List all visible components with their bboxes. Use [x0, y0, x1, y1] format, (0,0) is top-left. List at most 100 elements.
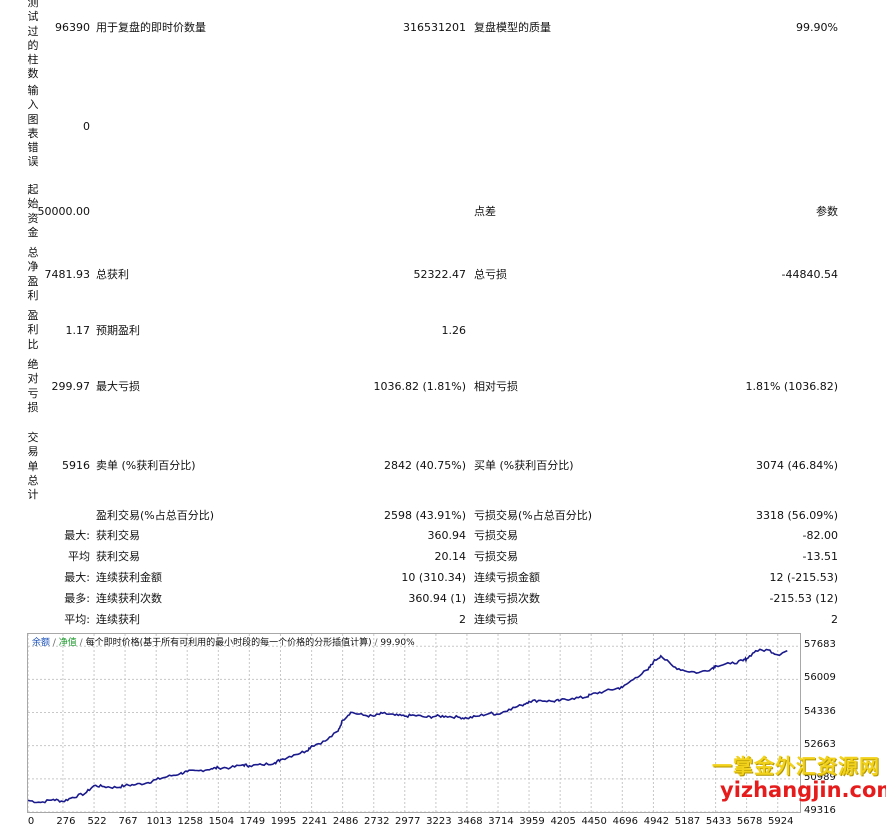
- loss-trades-value: 3318 (56.09%): [755, 509, 838, 522]
- x-tick-label: 3959: [519, 816, 545, 827]
- x-tick-label: 4696: [612, 816, 639, 827]
- maximal-drawdown-value: 1036.82 (1.81%): [373, 380, 466, 393]
- caption-balance: 余额: [32, 638, 51, 648]
- total-trades-value: 5916: [62, 459, 90, 472]
- y-tick-label: 54336: [804, 705, 836, 717]
- x-tick-label: 5187: [674, 816, 701, 827]
- x-tick-label: 522: [87, 816, 107, 827]
- loss-trades-label: 亏损交易(%占总百分比): [474, 509, 593, 522]
- caption-model: 每个即时价格(基于所有可利用的最小时段的每一个价格的分形插值计算): [85, 638, 372, 648]
- caption-quality: 99.90%: [380, 638, 415, 648]
- max-cons-wins-label: 连续获利金额: [96, 571, 162, 584]
- y-tick-label: 49316: [804, 805, 836, 816]
- x-tick-label: 1504: [208, 816, 235, 827]
- x-tick-label: 1749: [239, 816, 266, 827]
- long-positions-label: 买单 (%获利百分比): [474, 459, 574, 472]
- maximal-cons-profit-label: 连续获利次数: [96, 592, 162, 605]
- avg-cons-losses-label: 连续亏损: [474, 613, 518, 626]
- label-total-trades: 交易单总计: [27, 431, 39, 502]
- avg-cons-losses-value: 2: [831, 613, 838, 626]
- expected-payoff-value: 1.26: [441, 324, 467, 337]
- maximal-cons-prefix: 最多:: [64, 592, 90, 605]
- largest-profit-value: 360.94: [427, 529, 467, 542]
- short-positions-label: 卖单 (%获利百分比): [96, 459, 196, 472]
- max-cons-losses-label: 连续亏损金额: [474, 571, 540, 584]
- largest-prefix: 最大:: [64, 529, 90, 542]
- label-bars-tested: 测试过的柱数: [27, 0, 39, 81]
- caption-equity: 净值: [58, 638, 77, 648]
- balance-line: [28, 648, 788, 804]
- chart-grid: [28, 634, 800, 812]
- x-tick-label: 2977: [395, 816, 421, 827]
- watermark-url: yizhangjin.com: [720, 778, 886, 802]
- x-tick-label: 1258: [177, 816, 203, 827]
- x-tick-label: 276: [56, 816, 76, 827]
- ticks-label: 用于复盘的即时价数量: [96, 21, 206, 34]
- max-cons-wins-value: 10 (310.34): [401, 571, 466, 584]
- x-tick-label: 3714: [488, 816, 514, 827]
- maximal-cons-loss-label: 连续亏损次数: [474, 592, 540, 605]
- gross-loss-value: -44840.54: [781, 268, 838, 281]
- spread-value: 参数: [816, 205, 838, 218]
- average-profit-label: 获利交易: [96, 550, 140, 563]
- x-tick-label: 2241: [301, 816, 328, 827]
- label-profit-factor: 盈利比: [27, 309, 39, 351]
- avg-cons-prefix: 平均:: [64, 613, 90, 626]
- x-tick-label: 4450: [581, 816, 607, 827]
- average-loss-label: 亏损交易: [474, 550, 518, 563]
- relative-drawdown-value: 1.81% (1036.82): [745, 380, 838, 393]
- largest-profit-label: 获利交易: [96, 529, 140, 542]
- x-tick-label: 1013: [146, 816, 172, 827]
- label-absolute-drawdown: 绝对亏损: [27, 358, 39, 414]
- x-tick-label: 4205: [550, 816, 576, 827]
- chart-errors-value: 0: [83, 120, 90, 133]
- gross-profit-label: 总获利: [96, 268, 129, 281]
- x-tick-label: 2486: [332, 816, 359, 827]
- largest-loss-label: 亏损交易: [474, 529, 518, 542]
- expected-payoff-label: 预期盈利: [96, 324, 140, 337]
- profit-factor-value: 1.17: [65, 324, 91, 337]
- x-tick-label: 4942: [643, 816, 670, 827]
- x-tick-label: 3468: [457, 816, 483, 827]
- quality-value: 99.90%: [796, 21, 838, 34]
- gross-loss-label: 总亏损: [474, 268, 507, 281]
- label-net-profit: 总净盈利: [27, 246, 39, 302]
- balance-chart-svg: [28, 634, 800, 812]
- maximal-drawdown-label: 最大亏损: [96, 380, 140, 393]
- x-tick-label: 3223: [426, 816, 452, 827]
- y-tick-label: 50989: [804, 771, 836, 783]
- relative-drawdown-label: 相对亏损: [474, 380, 518, 393]
- y-tick-label: 57683: [804, 639, 836, 651]
- profit-trades-value: 2598 (43.91%): [383, 509, 466, 522]
- quality-label: 复盘模型的质量: [474, 21, 551, 34]
- spread-label: 点差: [474, 205, 496, 218]
- watermark-chinese: 一掌金外汇资源网: [712, 754, 880, 778]
- caption-sep-3: /: [371, 638, 381, 648]
- profit-trades-label: 盈利交易(%占总百分比): [96, 509, 215, 522]
- largest-loss-value: -82.00: [802, 529, 838, 542]
- absolute-drawdown-value: 299.97: [51, 380, 91, 393]
- y-tick-label: 52663: [804, 738, 836, 750]
- label-chart-errors: 输入图表错误: [27, 84, 39, 169]
- short-positions-value: 2842 (40.75%): [383, 459, 466, 472]
- average-loss-value: -13.51: [802, 550, 838, 563]
- caption-sep-2: /: [76, 638, 86, 648]
- average-prefix: 平均: [68, 550, 90, 563]
- x-tick-label: 2732: [364, 816, 390, 827]
- x-tick-label: 5678: [736, 816, 763, 827]
- x-tick-label: 1995: [270, 816, 297, 827]
- maximal-cons-profit-value: 360.94 (1): [408, 592, 466, 605]
- average-profit-value: 20.14: [434, 550, 467, 563]
- caption-sep-1: /: [50, 638, 59, 648]
- x-tick-label: 5924: [767, 816, 794, 827]
- avg-cons-wins-label: 连续获利: [96, 613, 140, 626]
- ticks-value: 316531201: [403, 21, 466, 34]
- net-profit-value: 7481.93: [44, 268, 91, 281]
- maximal-cons-loss-value: -215.53 (12): [769, 592, 838, 605]
- balance-chart: 余额 / 净值 / 每个即时价格(基于所有可利用的最小时段的每一个价格的分形插值…: [27, 633, 801, 813]
- chart-caption: 余额 / 净值 / 每个即时价格(基于所有可利用的最小时段的每一个价格的分形插值…: [32, 638, 415, 649]
- max-cons-prefix: 最大:: [64, 571, 90, 584]
- label-initial-deposit: 起始资金: [27, 183, 39, 239]
- x-tick-label: 767: [118, 816, 138, 827]
- initial-deposit-value: 50000.00: [37, 205, 91, 218]
